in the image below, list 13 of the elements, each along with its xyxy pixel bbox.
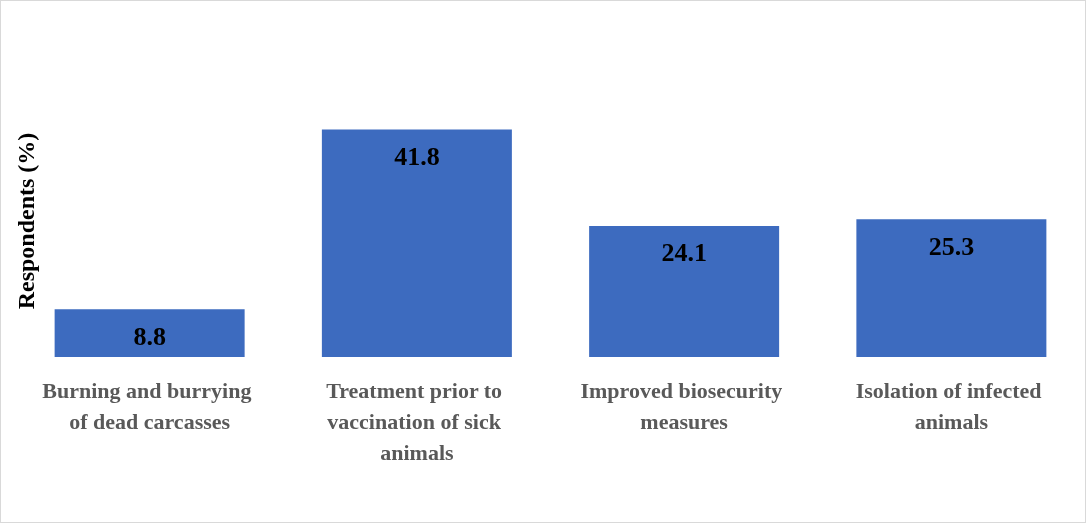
bar [321,129,512,357]
x-tick-label: Burning and burrying of dead carcasses [42,378,257,434]
x-tick-label: Isolation of infected animals [855,378,1048,434]
y-axis-title: Respondents (%) [13,132,39,310]
x-tick-label: Treatment prior to vaccination of sick animals [326,378,508,465]
bar [856,219,1047,357]
data-label: 24.1 [661,238,707,268]
bar [589,225,780,357]
x-tick-label: Improved biosecurity measures [580,378,788,434]
data-label: 25.3 [928,231,975,261]
bar [54,309,245,357]
data-label: 41.8 [394,142,440,172]
data-label: 8.8 [133,321,166,351]
